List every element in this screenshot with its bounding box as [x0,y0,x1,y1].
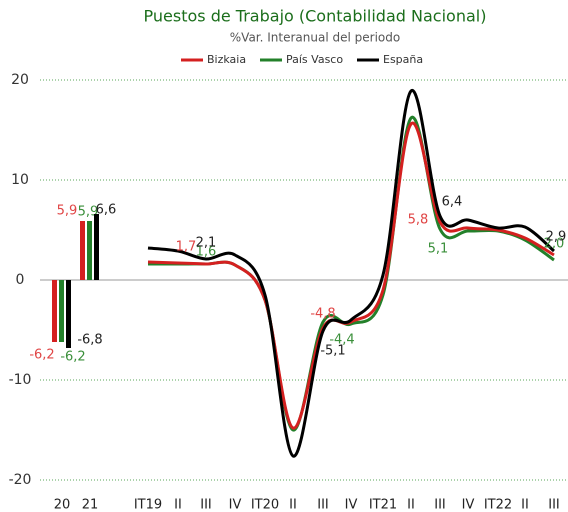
chart-title: Puestos de Trabajo (Contabilidad Naciona… [144,7,487,26]
x-tick-label: III [548,498,560,512]
x-tick-label: III [317,498,329,512]
y-tick-label: -20 [9,472,32,488]
chart-subtitle: %Var. Interanual del periodo [230,31,400,45]
data-label: 2,9 [546,230,567,245]
data-label: -6,8 [77,333,102,348]
legend-label: País Vasco [286,53,343,66]
bar [80,221,85,280]
bar [66,280,71,348]
bar [59,280,64,342]
data-label: 2,1 [196,236,217,251]
y-tick-label: 20 [11,72,29,88]
x-tick-label: II [521,498,529,512]
data-label: 1,6 [196,245,217,260]
x-tick-label: IT19 [134,498,162,512]
x-tick-label: III [434,498,446,512]
bar [87,221,92,280]
bar [52,280,57,342]
data-label: 6,4 [442,195,463,210]
x-tick-label: III [200,498,212,512]
bar [94,214,99,280]
line [147,121,555,430]
x-tick-label: IV [345,498,358,512]
data-label: -5,1 [320,344,345,359]
x-tick-label: IV [462,498,475,512]
x-tick-label: 21 [82,498,99,512]
x-tick-label: IT21 [369,498,397,512]
x-tick-label: IV [229,498,242,512]
x-tick-label: 20 [54,498,71,512]
data-label: -4,4 [329,333,354,348]
data-label: 5,8 [408,213,429,228]
legend-label: España [383,53,423,66]
x-tick-label: II [174,498,182,512]
data-label: 5,9 [78,205,99,220]
y-tick-label: 10 [11,172,29,188]
line [148,116,555,432]
legend-label: Bizkaia [207,53,246,66]
data-label: -6,2 [29,348,54,363]
x-tick-label: II [407,498,415,512]
data-label: -6,2 [60,350,85,365]
y-tick-label: -10 [9,372,32,388]
data-label: 5,1 [428,242,449,257]
x-tick-label: II [289,498,297,512]
data-label: -4,8 [310,307,335,322]
y-tick-label: 0 [16,272,25,288]
line [147,89,555,458]
x-tick-label: IT20 [251,498,279,512]
data-label: 5,9 [57,204,78,219]
data-label: 1,7 [176,240,197,255]
data-label: 6,6 [96,203,117,218]
x-tick-label: IT22 [484,498,512,512]
data-label: 2,0 [544,237,565,252]
